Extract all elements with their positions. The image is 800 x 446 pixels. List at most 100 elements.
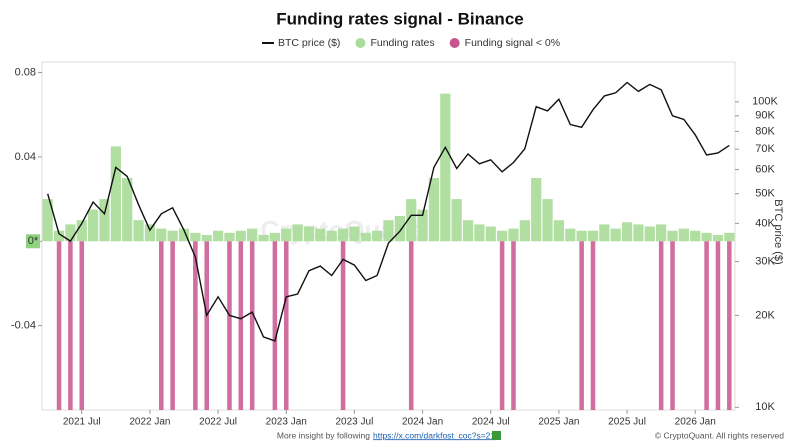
y2-tick-label: 70K: [755, 143, 775, 155]
funding-bar: [144, 224, 156, 242]
zero-badge: [26, 234, 40, 249]
x-tick-label: 2022 Jan: [129, 417, 170, 428]
footer-text: More insight by following: [277, 430, 370, 440]
signal-bar: [193, 241, 198, 410]
funding-bar: [587, 230, 599, 242]
funding-bar: [235, 230, 246, 242]
funding-bar: [42, 199, 53, 242]
funding-bar: [485, 226, 496, 242]
y2-tick-label: 60K: [755, 163, 775, 175]
signal-bar: [56, 241, 62, 410]
x-tick-label: 2024 Jan: [402, 417, 443, 428]
y2-tick-label: 10K: [755, 401, 775, 413]
y-tick-label: 0.08: [15, 66, 36, 78]
funding-bar: [701, 232, 712, 242]
funding-bar: [576, 230, 587, 242]
signal-bar: [227, 241, 232, 410]
signal-bar: [204, 241, 210, 410]
signal-bar: [408, 241, 414, 410]
y2-tick-label: 30K: [755, 255, 775, 267]
funding-bar: [76, 220, 87, 242]
y-tick-label: 0.04: [15, 151, 36, 163]
funding-bar: [656, 224, 667, 242]
footer-link[interactable]: https://x.com/darkfost_coc?s=21: [373, 430, 495, 440]
funding-bar: [372, 230, 383, 242]
plot-area: [41, 61, 736, 411]
y2-tick-label: 40K: [755, 217, 775, 229]
funding-bar: [621, 222, 633, 242]
funding-bar: [462, 220, 474, 242]
signal-bar: [68, 241, 73, 410]
signal-bar: [727, 241, 732, 410]
funding-bar: [315, 228, 326, 242]
funding-bar: [712, 234, 724, 242]
legend-item: Funding signal < 0%: [449, 37, 560, 49]
signal-bar: [590, 241, 596, 410]
funding-bar: [360, 232, 371, 242]
funding-bar: [110, 146, 121, 242]
y2-tick-label: 50K: [755, 188, 775, 200]
funding-bar: [417, 209, 428, 242]
funding-bar: [201, 234, 212, 242]
funding-bar: [542, 199, 553, 242]
funding-bar: [519, 220, 530, 242]
funding-bar: [474, 224, 485, 242]
x-tick-label: 2025 Jan: [538, 417, 579, 428]
y2-tick-label: 100K: [752, 96, 778, 108]
funding-bar: [326, 230, 337, 242]
legend-label: BTC price ($): [278, 37, 340, 49]
y-tick-label: -0.04: [11, 320, 36, 332]
x-tick-label: 2025 Jul: [608, 417, 646, 428]
legend-swatch: [355, 38, 366, 48]
funding-bar: [553, 220, 565, 242]
funding-bar: [303, 226, 315, 242]
x-tick-label: 2023 Jan: [266, 417, 307, 428]
legend-item: Funding rates: [355, 37, 435, 49]
y2-tick-label: 80K: [755, 125, 775, 137]
x-tick-label: 2022 Jul: [199, 417, 237, 428]
x-tick-label: 2023 Jul: [336, 417, 374, 428]
funding-bar: [167, 230, 178, 242]
funding-bar: [178, 228, 190, 242]
signal-bar: [670, 241, 675, 410]
funding-bar: [337, 228, 349, 242]
funding-bar: [122, 178, 133, 242]
funding-bar: [212, 230, 224, 242]
legend-swatch: [449, 38, 460, 48]
funding-bar: [565, 228, 576, 242]
funding-bar: [610, 228, 621, 242]
emoji-icon: [492, 431, 501, 440]
signal-bar: [499, 241, 505, 410]
legend-label: Funding signal < 0%: [465, 37, 560, 49]
signal-bar: [79, 241, 85, 410]
legend-item: BTC price ($): [262, 37, 340, 49]
funding-bar: [349, 226, 360, 242]
funding-bar: [281, 228, 292, 242]
funding-bar: [644, 226, 655, 242]
funding-bar: [88, 209, 99, 242]
funding-bar: [451, 199, 462, 242]
signal-bar: [340, 241, 346, 410]
funding-bar: [690, 230, 701, 242]
funding-bar: [247, 228, 258, 242]
funding-bar: [599, 224, 610, 242]
y2-axis-label: BTC price ($): [772, 199, 784, 264]
funding-bar: [678, 228, 689, 242]
y2-tick-label: 90K: [755, 110, 775, 122]
y-tick-label: 0*: [28, 235, 39, 247]
funding-bar: [667, 230, 678, 242]
funding-bar: [724, 232, 735, 242]
signal-bar: [704, 241, 709, 410]
funding-bar: [65, 224, 76, 242]
funding-bar: [531, 178, 542, 242]
funding-bar: [190, 232, 201, 242]
signal-bar: [511, 241, 516, 410]
signal-bar: [283, 241, 289, 410]
funding-bar: [53, 230, 65, 242]
funding-bar: [258, 234, 269, 242]
funding-bar: [133, 220, 144, 242]
funding-bar: [99, 199, 110, 242]
funding-bar: [440, 93, 451, 242]
funding-bar: [383, 220, 394, 242]
